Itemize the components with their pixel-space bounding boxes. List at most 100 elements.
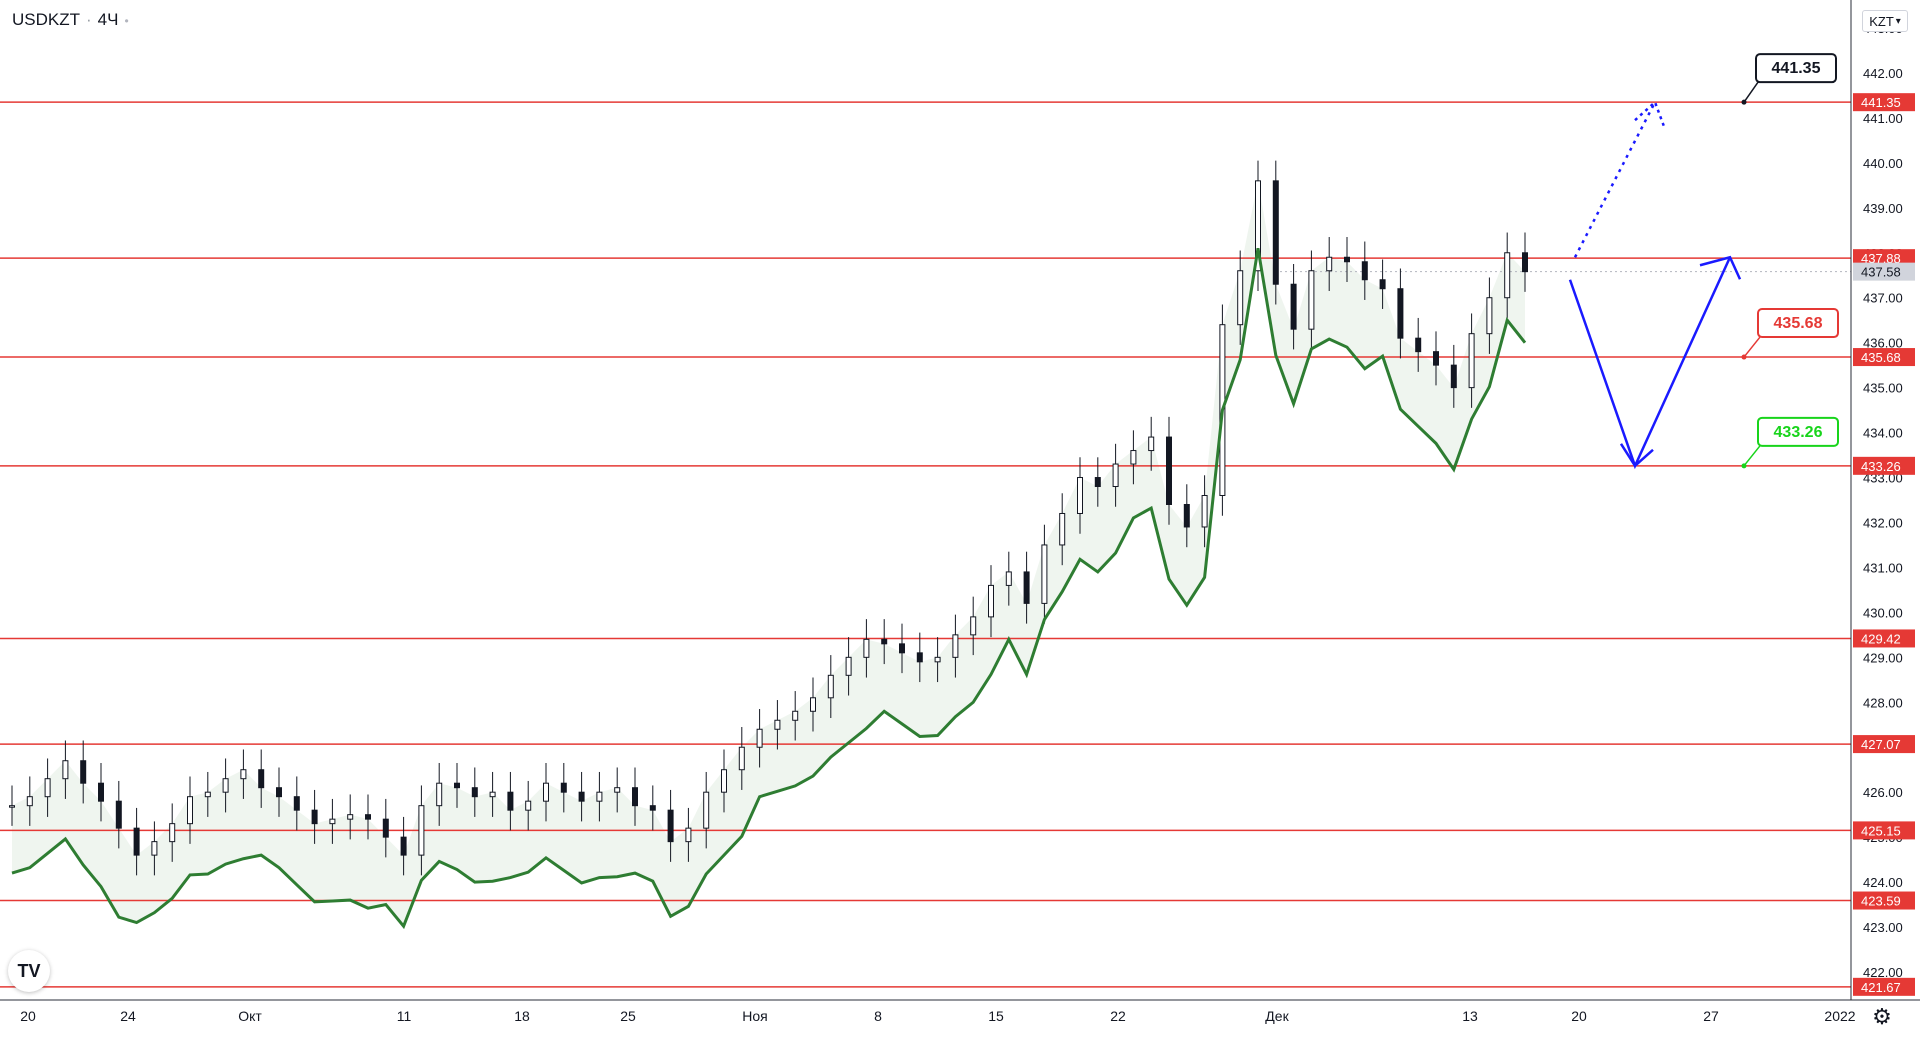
candle-body: [560, 782, 567, 793]
candle-body: [899, 643, 905, 654]
candle-body: [62, 760, 69, 780]
price-tick-label: 439.00: [1863, 201, 1903, 216]
candle-body: [258, 769, 265, 789]
currency-selector-button[interactable]: KZT ▾: [1862, 10, 1908, 32]
supertrend-up-fill: [12, 180, 1525, 927]
level-price-badge-label: 435.68: [1861, 350, 1901, 365]
candle-body: [1468, 333, 1475, 389]
candle-body: [204, 791, 211, 798]
time-tick-label: 22: [1110, 1008, 1126, 1024]
candle-body: [756, 728, 763, 748]
level-price-badge-label: 437.88: [1861, 251, 1901, 266]
level-price-badge: [1853, 735, 1915, 754]
candle-body: [667, 809, 674, 843]
callout-label: 441.35: [1772, 60, 1821, 77]
candle-body: [810, 697, 816, 712]
candle-body: [1023, 571, 1030, 604]
candle-body: [1397, 288, 1404, 339]
callout-anchor: [1741, 463, 1747, 469]
candle-body: [1433, 351, 1439, 366]
candle-body: [774, 719, 781, 730]
candle-body: [1504, 252, 1511, 299]
candle-body: [1059, 512, 1066, 546]
chevron-down-icon: ▾: [1895, 15, 1901, 27]
time-tick-label: 27: [1703, 1008, 1719, 1024]
time-tick-label: Дек: [1265, 1008, 1289, 1024]
last-price-badge: [1853, 262, 1915, 281]
price-tick-label: 431.00: [1863, 560, 1903, 575]
candle-body: [525, 800, 532, 811]
price-axis: 443.00442.00441.00440.00439.00438.00437.…: [1853, 21, 1915, 996]
level-price-badge: [1853, 456, 1915, 475]
callout-anchor: [1741, 99, 1747, 105]
logo-text: TV: [17, 960, 41, 981]
gear-icon[interactable]: ⚙: [1870, 1004, 1894, 1030]
candle-body: [632, 787, 638, 807]
level-price-badge-label: 421.67: [1861, 980, 1901, 995]
candle-body: [649, 805, 656, 811]
callout-box[interactable]: [1757, 416, 1839, 447]
callout-anchor: [1741, 354, 1747, 360]
status-dot-icon: •: [124, 14, 129, 28]
symbol-name: USDKZT: [12, 10, 80, 29]
callout-box[interactable]: [1755, 53, 1837, 84]
candle-body: [1166, 436, 1172, 505]
supertrend-up-line: [11, 248, 1527, 930]
candle-body: [1308, 270, 1315, 330]
candle-body: [187, 796, 193, 825]
forecast-arrows: [1568, 100, 1742, 470]
interval-label: 4Ч: [97, 10, 119, 29]
price-tick-label: 440.00: [1863, 156, 1903, 171]
candle-body: [1130, 450, 1137, 465]
candle-body: [1379, 279, 1386, 290]
time-tick-label: 24: [120, 1008, 136, 1024]
callout-pointer: [1743, 336, 1761, 358]
price-tick-label: 424.00: [1863, 875, 1903, 890]
candle-body: [1255, 180, 1261, 272]
candle-body: [1077, 477, 1083, 514]
candle-body: [1237, 270, 1244, 326]
candle-body: [970, 616, 977, 636]
time-tick-label: 11: [397, 1008, 412, 1024]
level-price-badge-label: 433.26: [1861, 459, 1901, 474]
candle-body: [365, 814, 371, 820]
price-tick-label: 435.00: [1863, 381, 1903, 396]
candle-body: [276, 787, 282, 798]
price-tick-label: 432.00: [1863, 515, 1903, 530]
candle-body: [578, 791, 585, 802]
price-tick-label: 426.00: [1863, 785, 1903, 800]
tradingview-logo-icon[interactable]: TV: [8, 950, 50, 992]
candle-body: [507, 791, 514, 811]
candle-body: [418, 805, 425, 856]
forecast-path[interactable]: [1568, 256, 1732, 470]
candle-body: [240, 769, 247, 780]
price-tick-label: 441.00: [1863, 111, 1903, 126]
candle-body: [133, 827, 140, 856]
candle-body: [454, 782, 460, 789]
candle-body: [1148, 436, 1155, 452]
candle-body: [400, 836, 407, 856]
candle-body: [543, 782, 549, 802]
candle-body: [738, 746, 745, 771]
supertrend-lines: [11, 248, 1527, 930]
forecast-dotted-path[interactable]: [1573, 101, 1657, 258]
time-tick-label: 20: [1571, 1008, 1587, 1024]
candle-body: [1272, 180, 1279, 285]
price-tick-label: 423.00: [1863, 920, 1903, 935]
candle-body: [916, 652, 923, 663]
time-tick-label: 25: [620, 1008, 636, 1024]
price-tick-label: 436.00: [1863, 336, 1903, 351]
separator-dot: ·: [86, 10, 92, 29]
candle-body: [1183, 503, 1190, 528]
level-price-badge: [1853, 821, 1915, 840]
candle-body: [721, 769, 727, 793]
symbol-title[interactable]: USDKZT · 4Ч •: [12, 10, 129, 30]
candle-body: [934, 656, 941, 663]
callout-box[interactable]: [1757, 308, 1839, 339]
time-tick-label: 2022: [1824, 1008, 1855, 1024]
settings-glyph: ⚙: [1872, 1004, 1892, 1030]
level-price-badge: [1853, 977, 1915, 996]
level-price-badge-label: 429.42: [1861, 631, 1901, 646]
level-price-badge-label: 441.35: [1861, 95, 1901, 110]
